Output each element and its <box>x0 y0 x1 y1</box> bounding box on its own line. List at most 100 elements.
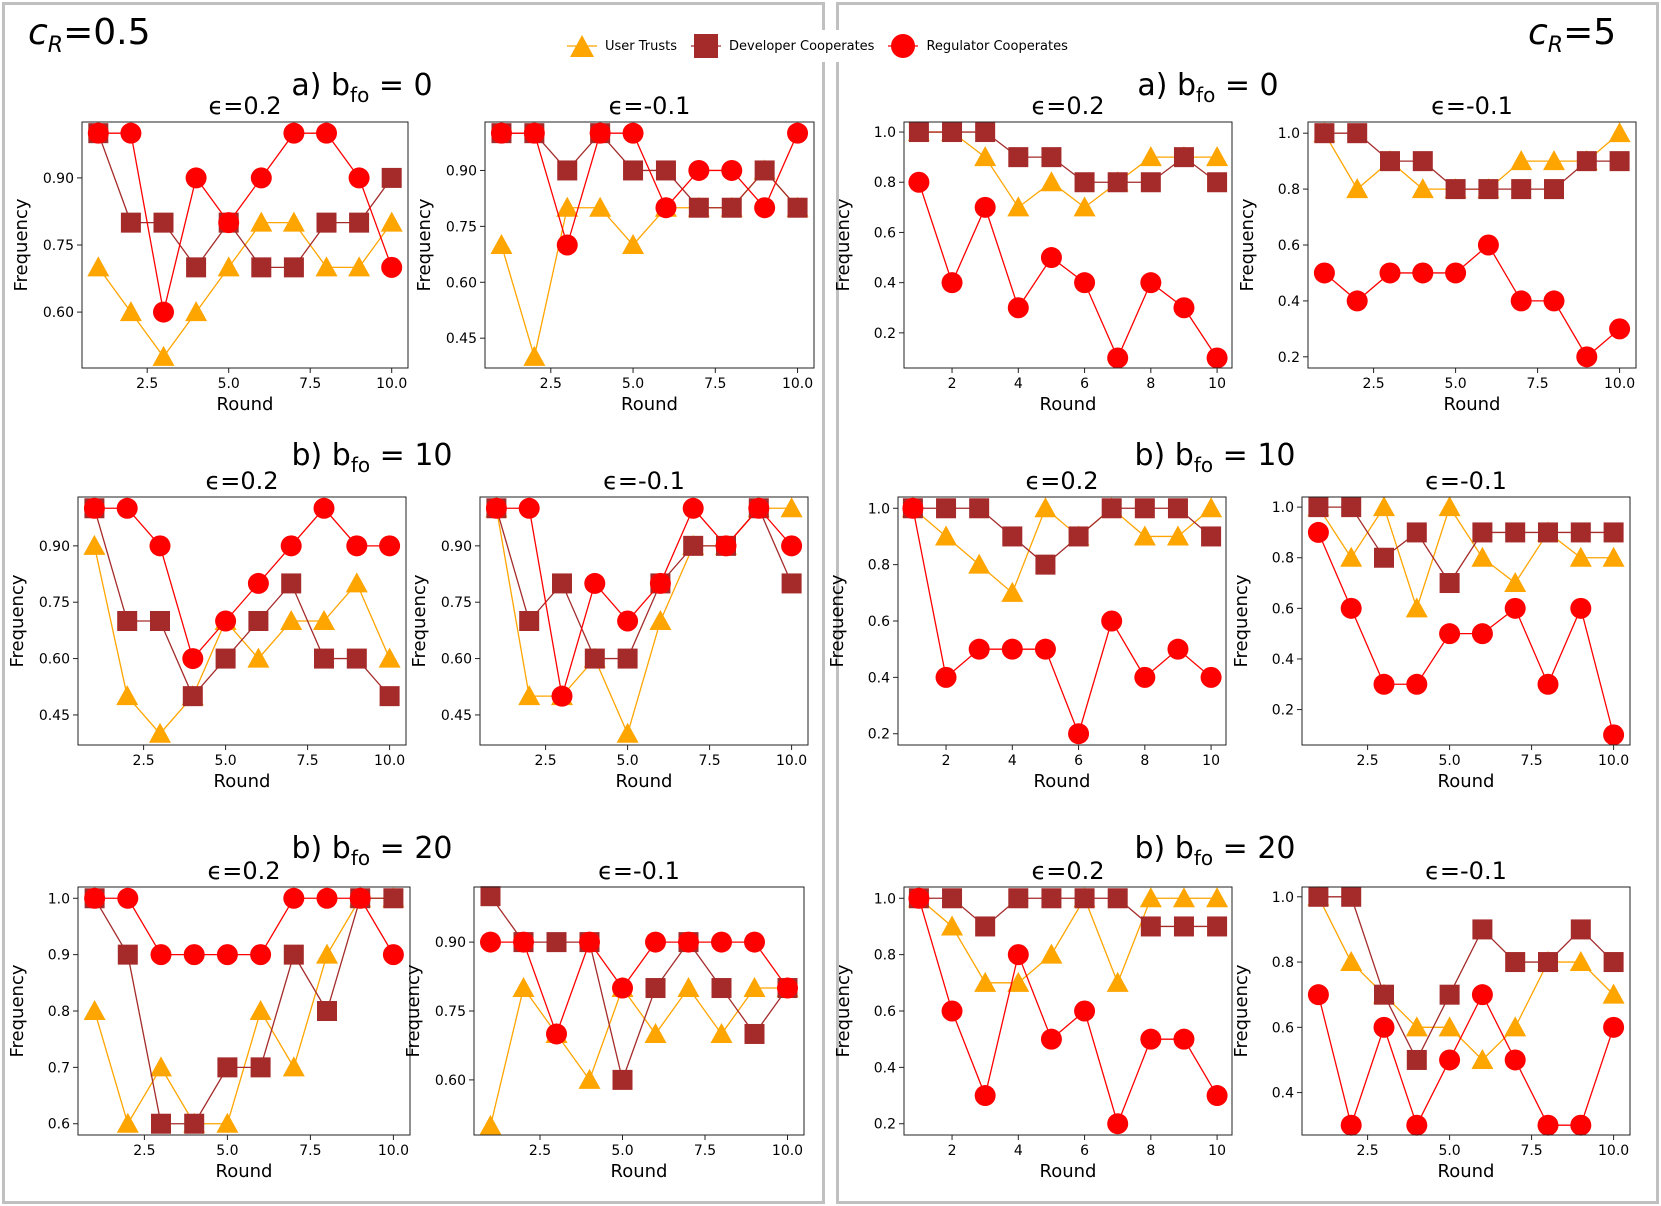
y-tick-label: 0.2 <box>1278 350 1300 366</box>
x-tick-label: 10 <box>1208 376 1226 392</box>
data-point-user-trusts <box>1040 943 1063 964</box>
legend-item-user-trusts: User Trusts <box>565 33 677 59</box>
data-point-regulator-cooperates <box>1471 984 1493 1006</box>
data-point-user-trusts <box>315 256 338 277</box>
data-point-developer-cooperates <box>688 197 709 218</box>
data-point-regulator-cooperates <box>1134 666 1156 688</box>
data-point-regulator-cooperates <box>1034 638 1056 660</box>
data-point-user-trusts <box>247 647 270 668</box>
data-point-regulator-cooperates <box>247 572 269 594</box>
data-point-regulator-cooperates <box>216 944 238 966</box>
data-point-regulator-cooperates <box>83 497 105 519</box>
data-point-user-trusts <box>743 977 766 998</box>
data-point-regulator-cooperates <box>215 610 237 632</box>
x-tick-label: 4 <box>1008 753 1017 769</box>
data-point-user-trusts <box>1602 983 1625 1004</box>
x-tick-label: 7.5 <box>296 753 318 769</box>
data-point-user-trusts <box>1040 171 1063 192</box>
y-tick-label: 0.8 <box>874 948 896 964</box>
data-point-regulator-cooperates <box>153 301 174 323</box>
data-point-regulator-cooperates <box>787 122 809 144</box>
chart-L-b-2: ϵ=-0.1 2.5 5.0 7.5 10.0 0.45 0.60 0.75 0.90 Round… <box>409 467 809 792</box>
data-point-regulator-cooperates <box>645 931 666 953</box>
data-point-regulator-cooperates <box>1373 673 1395 695</box>
series-line-circle <box>98 132 393 313</box>
data-point-developer-cooperates <box>1380 151 1400 172</box>
data-point-developer-cooperates <box>1570 522 1591 543</box>
circle-marker-icon <box>888 34 919 58</box>
data-point-developer-cooperates <box>316 212 337 233</box>
data-point-regulator-cooperates <box>908 171 930 193</box>
y-tick-label: 0.4 <box>868 670 890 686</box>
data-point-developer-cooperates <box>557 160 578 181</box>
series-line-square <box>489 895 789 1083</box>
y-axis-label: Frequency <box>7 574 28 667</box>
data-point-developer-cooperates <box>1107 172 1128 193</box>
y-tick-label: 0.6 <box>868 614 890 630</box>
data-point-regulator-cooperates <box>1504 597 1526 619</box>
data-point-user-trusts <box>974 971 997 992</box>
left-panel-border <box>2 2 825 1204</box>
data-point-regulator-cooperates <box>908 887 930 909</box>
data-point-regulator-cooperates <box>1603 1016 1625 1038</box>
data-point-regulator-cooperates <box>1471 623 1493 645</box>
data-point-user-trusts <box>578 1068 601 1089</box>
data-point-developer-cooperates <box>942 888 963 909</box>
chart-L-c-2: ϵ=-0.1 2.5 5.0 7.5 10.0 0.60 0.75 0.90 Round Freq… <box>403 857 805 1182</box>
data-point-user-trusts <box>116 685 139 706</box>
data-point-regulator-cooperates <box>485 497 507 519</box>
row-title-right-c: b) bfo = 20 <box>1134 831 1296 870</box>
y-tick-label: 0.60 <box>435 1073 466 1089</box>
data-point-user-trusts <box>1510 150 1533 171</box>
x-tick-label: 5.0 <box>214 753 236 769</box>
data-point-regulator-cooperates <box>1412 262 1434 284</box>
data-point-regulator-cooperates <box>649 572 671 594</box>
legend-label-developer-cooperates: Developer Cooperates <box>729 38 875 54</box>
data-point-developer-cooperates <box>480 886 501 907</box>
y-axis-label: Frequency <box>409 574 430 667</box>
series-line-circle <box>496 507 793 697</box>
data-point-developer-cooperates <box>1374 547 1394 568</box>
data-point-user-trusts <box>1543 150 1565 171</box>
chart-title: ϵ=0.2 <box>1025 467 1098 495</box>
data-point-regulator-cooperates <box>1040 247 1062 269</box>
data-point-developer-cooperates <box>1505 952 1526 973</box>
data-point-regulator-cooperates <box>748 497 770 519</box>
data-point-developer-cooperates <box>1406 1049 1427 1070</box>
data-point-regulator-cooperates <box>655 197 677 219</box>
data-point-developer-cooperates <box>381 167 402 188</box>
data-point-user-trusts <box>1007 971 1030 992</box>
data-point-regulator-cooperates <box>902 497 924 519</box>
x-tick-label: 5.0 <box>616 753 638 769</box>
data-point-regulator-cooperates <box>1340 1114 1362 1136</box>
data-point-regulator-cooperates <box>185 167 207 189</box>
data-point-user-trusts <box>710 1022 733 1043</box>
data-point-developer-cooperates <box>1505 522 1526 543</box>
data-point-regulator-cooperates <box>551 685 573 707</box>
data-point-regulator-cooperates <box>682 497 704 519</box>
series-line-square <box>918 131 1218 183</box>
data-point-user-trusts <box>518 685 541 706</box>
data-point-developer-cooperates <box>1374 984 1394 1005</box>
data-point-developer-cooperates <box>1107 888 1128 909</box>
data-point-user-trusts <box>780 497 803 518</box>
x-tick-label: 10 <box>1202 753 1220 769</box>
data-point-regulator-cooperates <box>1307 984 1329 1006</box>
data-point-regulator-cooperates <box>346 535 368 557</box>
x-tick-label: 10.0 <box>782 376 813 392</box>
data-point-developer-cooperates <box>1406 522 1427 543</box>
data-point-user-trusts <box>1471 546 1494 567</box>
x-tick-label: 8 <box>1140 753 1149 769</box>
data-point-developer-cooperates <box>153 212 174 233</box>
y-tick-label: 0.8 <box>1272 955 1294 971</box>
data-point-user-trusts <box>1172 887 1195 908</box>
data-point-user-trusts <box>1438 496 1461 517</box>
series-line-circle <box>490 940 789 1036</box>
data-point-developer-cooperates <box>908 122 929 143</box>
plot-frame <box>77 886 411 1136</box>
data-point-regulator-cooperates <box>523 122 545 144</box>
data-point-regulator-cooperates <box>711 931 732 953</box>
row-title-right-a: a) bfo = 0 <box>1137 68 1279 107</box>
data-point-regulator-cooperates <box>1200 666 1222 688</box>
row-title-right-b: b) bfo = 10 <box>1134 438 1296 477</box>
